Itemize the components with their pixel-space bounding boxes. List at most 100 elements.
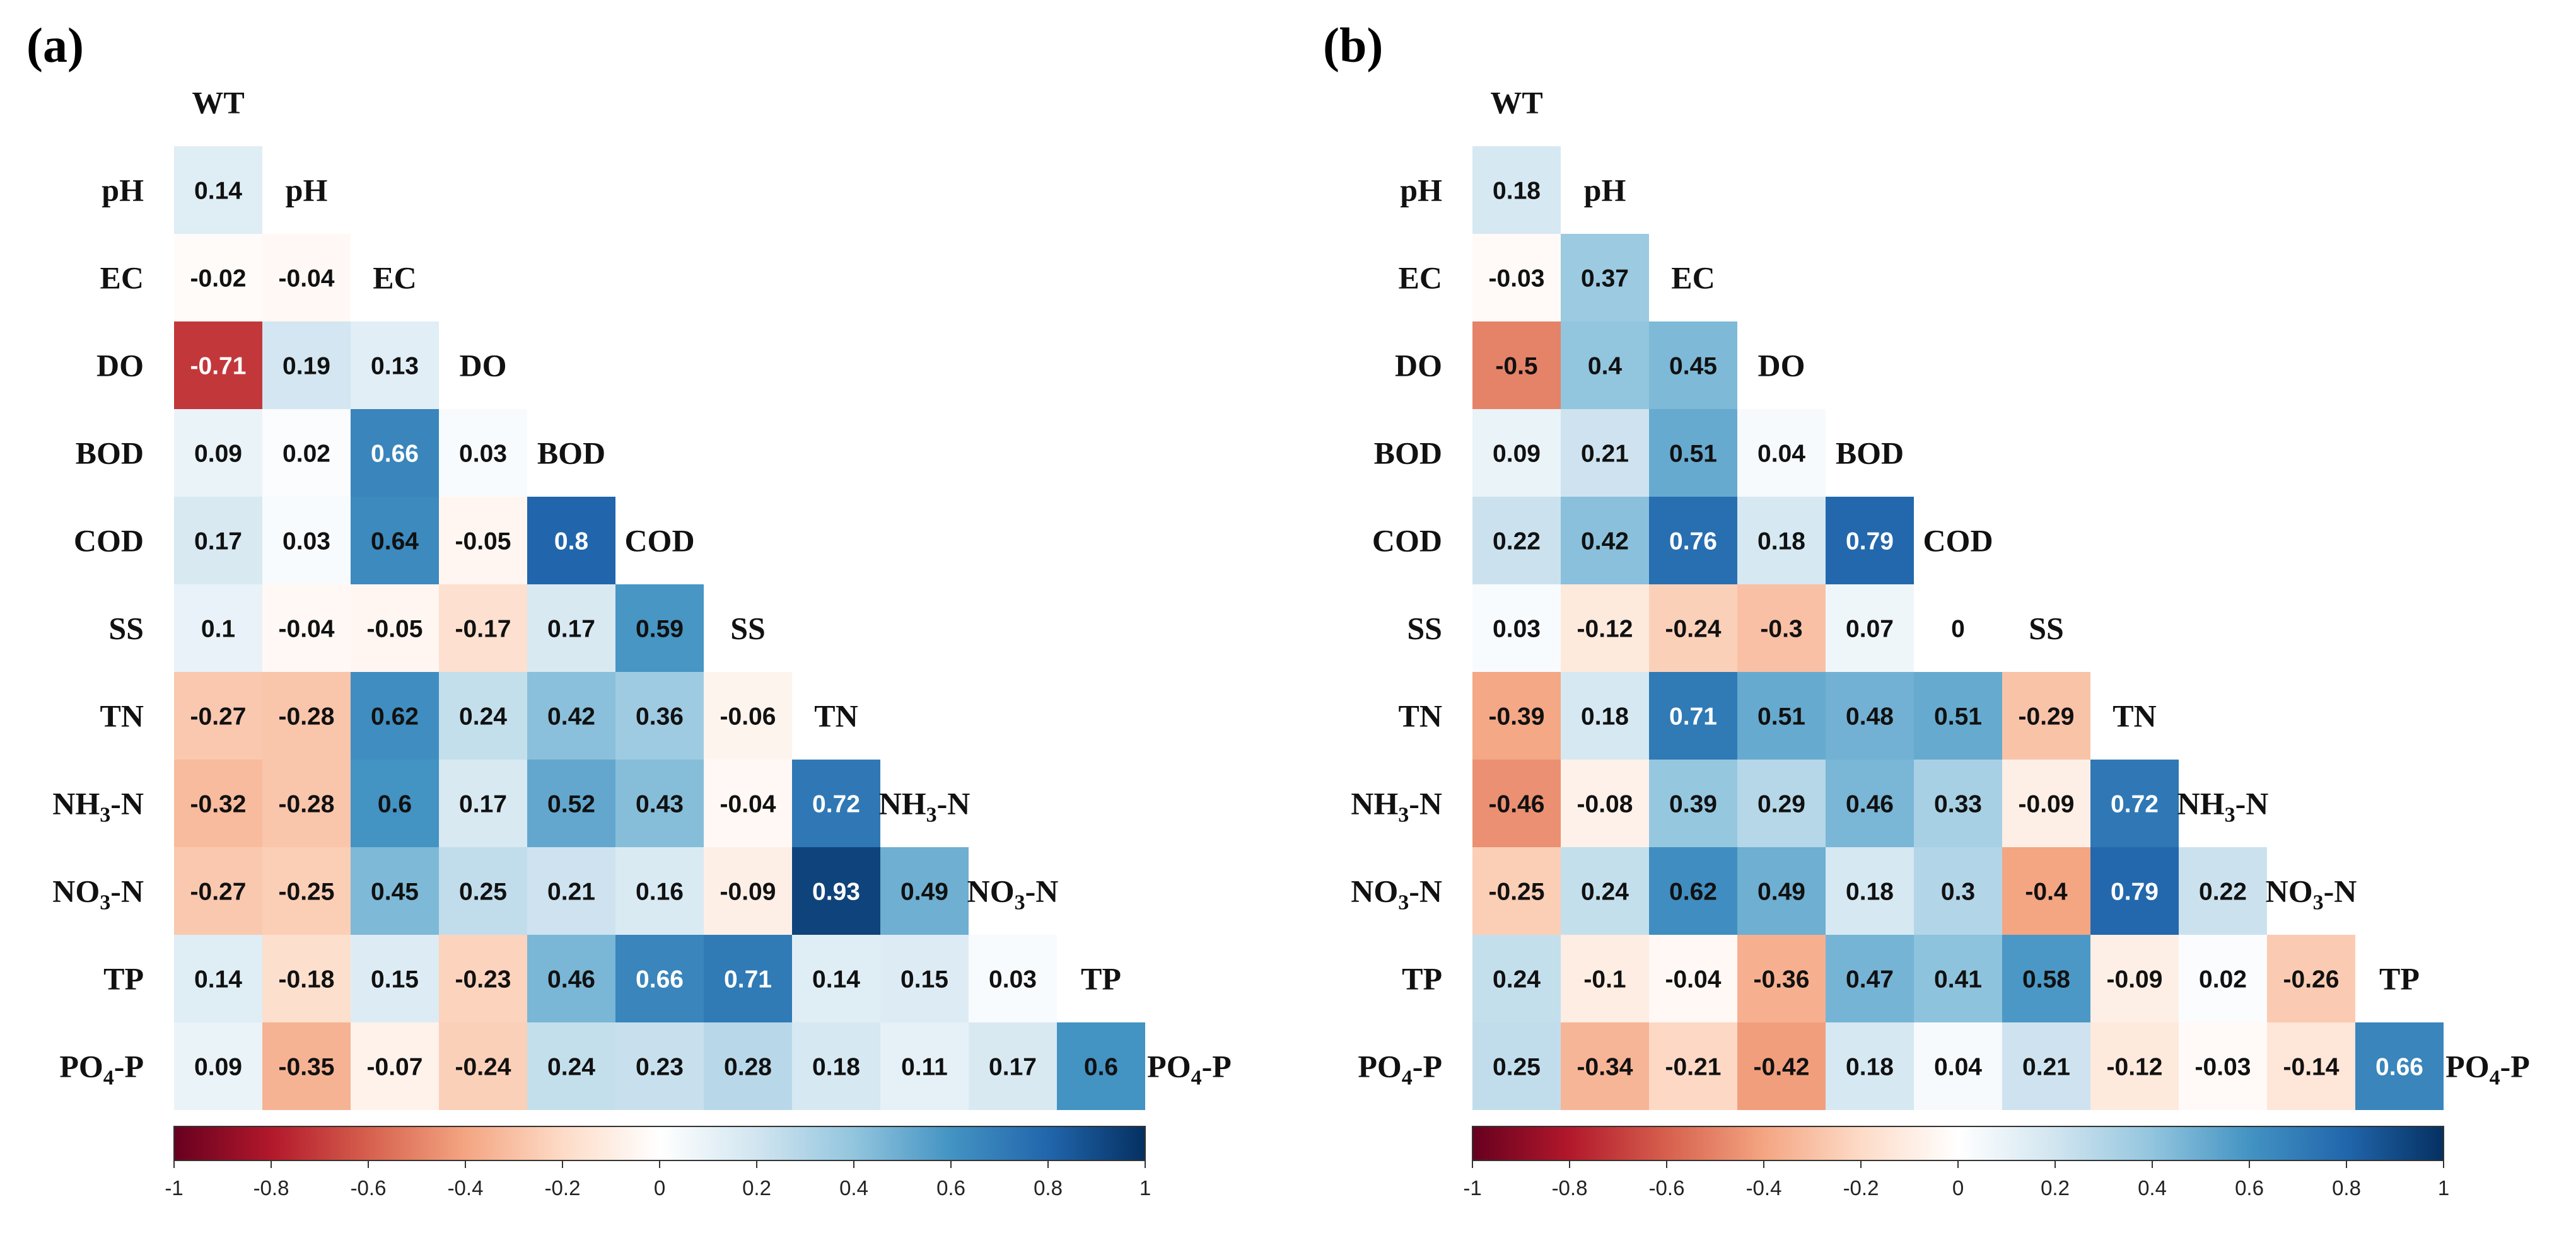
row-label-tn: TN (1399, 698, 1442, 734)
cell-no3-n-wt (174, 847, 262, 935)
cell-po4-p-bod (1826, 1022, 1914, 1110)
cell-value: 0.18 (1493, 178, 1541, 205)
cell-value: 0.17 (194, 528, 242, 555)
cell-value: -0.04 (279, 616, 335, 643)
cell-value: -0.27 (190, 703, 247, 731)
cell-do-wt (174, 321, 262, 409)
cell-value: -0.34 (1577, 1054, 1633, 1081)
cell-po4-p-wt (1472, 1022, 1561, 1110)
cell-value: 0.45 (371, 879, 419, 906)
cell-value: -0.3 (1760, 616, 1802, 643)
cell-cod-bod (1826, 497, 1914, 584)
cell-tp-tn (2090, 935, 2179, 1022)
cell-cod-ec (1649, 497, 1737, 584)
cell-value: -0.32 (190, 791, 247, 818)
cell-no3-n-ec (351, 847, 439, 935)
cell-no3-n-bod (527, 847, 615, 935)
cell-ss-ph (262, 584, 351, 672)
cell-value: -0.24 (455, 1054, 511, 1081)
cell-ss-cod (1914, 584, 2002, 672)
cell-tp-no3-n (2267, 935, 2355, 1022)
cell-value: -0.05 (455, 528, 511, 555)
cell-value: 0.18 (1581, 703, 1629, 731)
cell-tn-cod (615, 672, 704, 760)
cell-value: 0.6 (1084, 1054, 1118, 1081)
row-label-cod: COD (74, 523, 144, 558)
cell-bod-wt (1472, 409, 1561, 497)
cell-po4-p-cod (615, 1022, 704, 1110)
cell-value: -0.27 (190, 879, 247, 906)
cell-ss-wt (1472, 584, 1561, 672)
cell-ss-bod (1826, 584, 1914, 672)
row-label-po4-p: PO4-P (1358, 1049, 1442, 1090)
diagonal-label-do: DO (460, 348, 507, 383)
cell-tp-cod (615, 935, 704, 1022)
cell-bod-ec (351, 409, 439, 497)
cell-no3-n-ph (1561, 847, 1649, 935)
cell-value: 0.6 (378, 791, 412, 818)
diagonal-label-cod: COD (1923, 523, 1993, 558)
cell-value: 0.64 (371, 528, 419, 555)
cell-value: 0.18 (1846, 879, 1894, 906)
cell-nh3-n-ec (1649, 760, 1737, 847)
cell-no3-n-cod (615, 847, 704, 935)
colorbar-tick-label: -0.8 (254, 1176, 289, 1200)
cell-value: -0.09 (2107, 966, 2163, 993)
cell-value: -0.21 (1665, 1054, 1722, 1081)
cell-cod-do (1737, 497, 1826, 584)
cell-value: 0.21 (1581, 441, 1629, 468)
cell-nh3-n-bod (527, 760, 615, 847)
cell-value: -0.4 (2025, 879, 2068, 906)
cell-value: 0.25 (1493, 1054, 1541, 1081)
correlation-panel-1: (b)0.18-0.03 0.37-0.5 0.4 0.450.09 0.21 0.51 0… (1323, 18, 2530, 1200)
cell-value: -0.05 (367, 616, 423, 643)
cell-value: 0.45 (1669, 353, 1717, 380)
diagonal-label-ph: pH (1584, 173, 1626, 208)
row-label-nh3-n: NH3-N (1351, 786, 1442, 827)
colorbar-tick-label: -0.2 (545, 1176, 581, 1200)
cell-value: 0.17 (459, 791, 507, 818)
diagonal-label-tn: TN (814, 698, 858, 734)
row-label-tp: TP (103, 961, 144, 997)
cell-value: 0.62 (371, 703, 419, 731)
cell-po4-p-ec (1649, 1022, 1737, 1110)
diagonal-label-no3-n: NO3-N (967, 874, 1059, 915)
cell-tp-ec (1649, 935, 1737, 1022)
row-label-tn: TN (100, 698, 144, 734)
diagonal-label-tp: TP (1081, 961, 1121, 997)
cell-value: 0.22 (1493, 528, 1541, 555)
cell-po4-p-ss (2002, 1022, 2090, 1110)
cell-po4-p-tp (2355, 1022, 2444, 1110)
diagonal-label-po4-p: PO4-P (1147, 1049, 1232, 1090)
cell-value: 0.21 (2022, 1054, 2070, 1081)
cell-value: 0.21 (547, 879, 595, 906)
cell-value: 0.58 (2022, 966, 2070, 993)
cell-value: 0.18 (1846, 1054, 1894, 1081)
cell-value: 0.39 (1669, 791, 1717, 818)
cell-nh3-n-do (1737, 760, 1826, 847)
cell-ss-wt (174, 584, 262, 672)
cell-value: 0.66 (2375, 1054, 2423, 1081)
cell-value: 0.66 (636, 966, 684, 993)
cell-value: 0.33 (1934, 791, 1982, 818)
correlation-panel-0: (a) 0.14 -0.02 -0.04 -0.71 0.19 0.13 0.09 0.02 0.… (26, 18, 1232, 1200)
cell-no3-n-do (1737, 847, 1826, 935)
cell-cod-do (439, 497, 527, 584)
cell-nh3-n-wt (1472, 760, 1561, 847)
row-label-ss: SS (108, 611, 144, 646)
cell-value: 0.51 (1934, 703, 1982, 731)
cell-po4-p-tn (792, 1022, 880, 1110)
cell-value: 0.13 (371, 353, 419, 380)
cell-value: 0.43 (636, 791, 684, 818)
cell-value: -0.07 (367, 1054, 423, 1081)
cell-value: -0.25 (1489, 879, 1545, 906)
cell-value: 0.3 (1941, 879, 1975, 906)
row-label-bod: BOD (76, 436, 144, 471)
cell-do-ec (1649, 321, 1737, 409)
cell-po4-p-nh3-n (2179, 1022, 2267, 1110)
cell-value: 0.15 (900, 966, 948, 993)
row-label-do: DO (96, 348, 144, 383)
cell-cod-ec (351, 497, 439, 584)
cell-ss-ec (351, 584, 439, 672)
cell-nh3-n-do (439, 760, 527, 847)
